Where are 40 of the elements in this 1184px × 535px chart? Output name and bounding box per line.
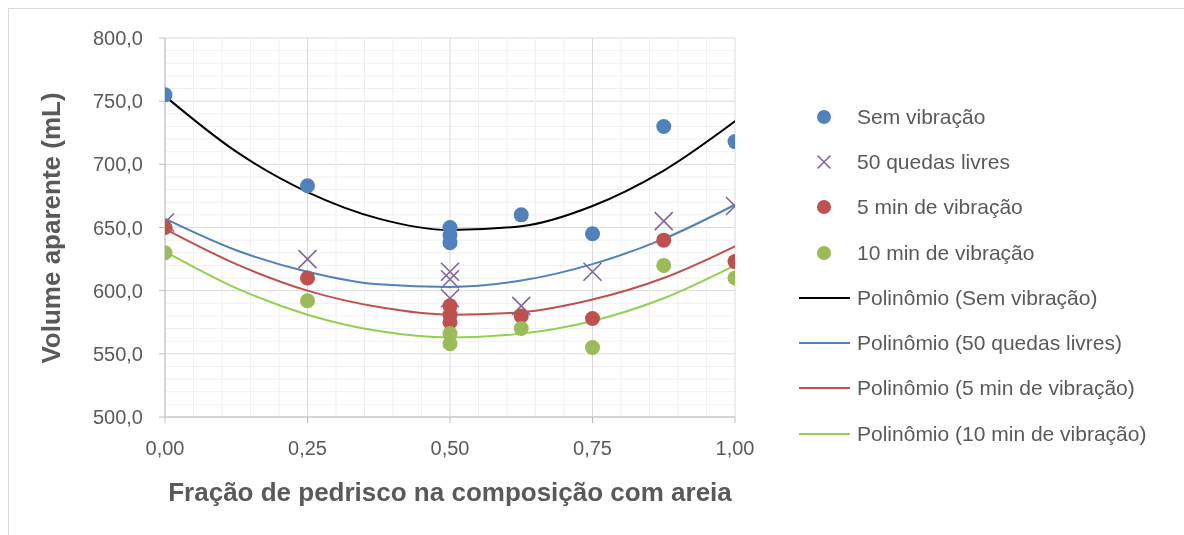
point xyxy=(300,270,315,286)
y-tick-label: 650,0 xyxy=(92,216,143,239)
legend-label: 10 min de vibração xyxy=(857,240,1035,265)
point xyxy=(297,249,318,269)
x-tick-label: 0,50 xyxy=(430,437,470,460)
point xyxy=(511,296,532,316)
legend-label: Polinômio (50 quedas livres) xyxy=(857,331,1122,356)
point xyxy=(513,308,529,324)
y-axis-title: Volume aparente (mL) xyxy=(35,91,67,364)
x-tick-label: 1,00 xyxy=(715,437,755,460)
point xyxy=(513,207,529,223)
y-tick-label: 750,0 xyxy=(92,90,143,113)
y-tick-label: 800,0 xyxy=(92,27,143,49)
point xyxy=(585,226,600,242)
legend-label: Polinômio (10 min de vibração) xyxy=(857,421,1147,446)
point xyxy=(513,321,529,337)
point xyxy=(653,211,674,231)
x-tick-label: 0,75 xyxy=(573,437,612,460)
y-tick-label: 600,0 xyxy=(92,279,143,302)
legend-label: 50 quedas livres xyxy=(857,149,1010,174)
y-tick-label: 700,0 xyxy=(92,153,143,176)
point xyxy=(440,269,460,290)
y-tick-label: 500,0 xyxy=(92,406,143,428)
legend-label: Polinômio (5 min de vibração) xyxy=(857,376,1135,401)
x-axis-title: Fração de pedrisco na composição com areia xyxy=(168,476,732,508)
point xyxy=(582,261,603,282)
point xyxy=(440,288,460,309)
legend-label: Sem vibração xyxy=(857,104,986,129)
legend-label: 5 min de vibração xyxy=(857,195,1023,220)
y-tick-label: 550,0 xyxy=(92,342,143,365)
legend-label: Polinômio (Sem vibração) xyxy=(857,285,1098,310)
x-tick-label: 0,25 xyxy=(288,437,327,460)
line-series xyxy=(165,203,735,288)
point xyxy=(300,293,315,309)
point xyxy=(585,340,600,356)
point xyxy=(585,310,600,326)
x-tick-label: 0,00 xyxy=(145,437,185,460)
point xyxy=(440,261,460,282)
point xyxy=(442,336,458,352)
point xyxy=(300,178,315,194)
